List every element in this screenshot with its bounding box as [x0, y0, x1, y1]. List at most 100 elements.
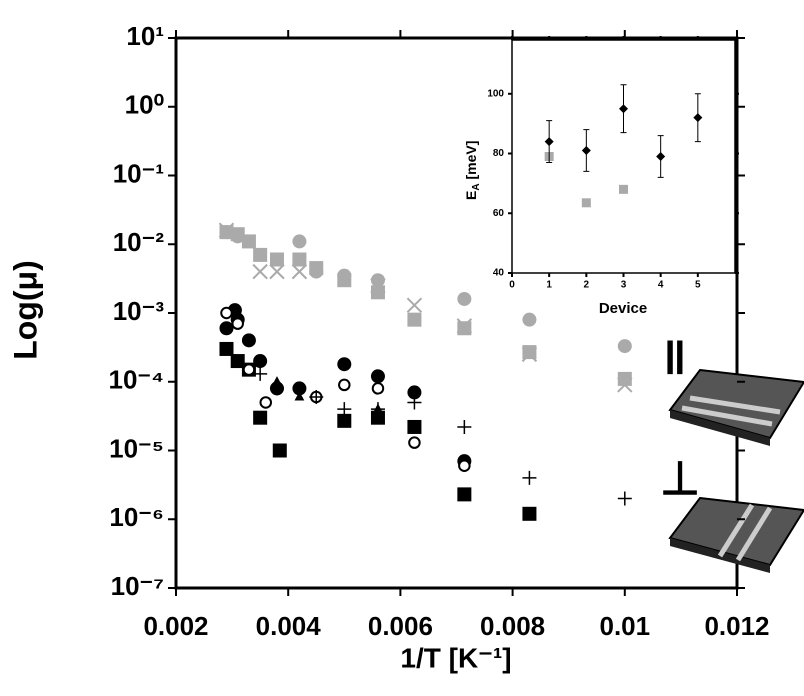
square-marker — [230, 354, 245, 369]
circle-marker — [230, 229, 245, 244]
diamond-marker — [619, 104, 628, 114]
square-marker — [370, 410, 385, 425]
x-tick-label: 2 — [584, 280, 590, 291]
parallel-label: ‖ — [664, 332, 687, 384]
circle-marker — [253, 354, 268, 369]
y-tick-label: 100 — [487, 88, 504, 99]
x-tick-label: 0 — [509, 280, 515, 291]
circle-marker — [219, 225, 234, 240]
y-tick-label: 10¹ — [126, 21, 164, 51]
inset-y-label-rest: [meV] — [463, 141, 479, 184]
y-tick-label: 80 — [493, 148, 505, 159]
plus-marker — [253, 366, 268, 381]
square-marker — [272, 443, 287, 458]
cross-marker — [521, 346, 538, 363]
square-marker — [337, 413, 352, 428]
open-circle-marker — [220, 306, 233, 320]
x-tick-label: 3 — [621, 280, 627, 291]
diamond-marker — [656, 152, 666, 161]
plus-marker — [617, 491, 632, 506]
y-tick-label: 10⁻⁶ — [109, 502, 164, 532]
circle-marker — [219, 321, 234, 336]
square-marker — [253, 247, 268, 262]
cross-marker — [456, 318, 473, 334]
square-marker — [522, 506, 537, 521]
x-tick-label: 5 — [695, 280, 701, 291]
open-circle-marker — [371, 382, 385, 395]
y-tick-label: 40 — [493, 268, 505, 279]
plot-layer: 0.002 0.004 0.006 0.008 0.01 0.012 10⁻⁷ 10⁻⁶ 10⁻… — [108, 21, 769, 641]
y-tick-label: 10⁰ — [125, 90, 164, 120]
plus-marker — [337, 402, 352, 417]
device-icon-perpendicular — [668, 496, 804, 573]
square-marker — [457, 487, 472, 502]
plot-layer: 0 1 2 3 4 5 40 60 80 100 — [487, 36, 739, 291]
plus-marker — [522, 470, 537, 485]
diamond-marker — [544, 137, 554, 147]
circle-marker — [292, 234, 307, 249]
square-marker — [522, 345, 537, 360]
y-tick-label: 10⁻¹ — [113, 158, 164, 188]
square-marker — [581, 198, 591, 208]
square-marker — [253, 410, 268, 425]
x-tick-label: 4 — [658, 280, 664, 291]
plus-marker — [407, 395, 422, 410]
circle-marker — [522, 312, 537, 327]
circle-marker — [370, 273, 385, 288]
cross-marker — [291, 263, 308, 280]
square-marker — [619, 184, 628, 194]
open-circle-marker — [242, 363, 256, 376]
square-marker — [241, 234, 256, 249]
square-marker — [269, 252, 284, 267]
circle-marker — [370, 369, 385, 384]
x-tick-label: 0.006 — [368, 611, 433, 641]
circle-marker — [457, 291, 472, 306]
square-marker — [292, 252, 307, 267]
plus-marker — [309, 390, 324, 405]
y-tick-label: 10⁻² — [113, 227, 165, 257]
cross-marker — [406, 297, 423, 313]
diamond-marker — [693, 113, 703, 123]
y-tick-label: 10⁻⁵ — [109, 433, 164, 463]
square-marker — [407, 419, 422, 434]
inset-y-label-main: E — [463, 191, 479, 200]
circle-marker — [292, 381, 307, 396]
open-circle-marker — [408, 436, 421, 449]
x-tick-label: 0.004 — [256, 611, 322, 641]
perpendicular-label: ⊥ — [660, 452, 700, 504]
circle-marker — [309, 264, 324, 279]
y-tick-label: 10⁻³ — [113, 296, 165, 326]
x-tick-label: 0.008 — [480, 611, 545, 641]
circle-marker — [337, 357, 352, 372]
square-marker — [457, 321, 472, 336]
circle-marker — [241, 333, 256, 348]
open-circle-marker — [231, 317, 244, 330]
triangle-marker — [294, 391, 305, 401]
triangle-marker — [272, 376, 282, 386]
cross-marker — [269, 263, 285, 280]
y-tick-label: 10⁻⁷ — [111, 571, 164, 601]
x-tick-label: 0.012 — [704, 611, 769, 641]
circle-marker — [617, 339, 632, 354]
plus-marker — [457, 419, 472, 434]
y-axis-label: Log(μ) — [7, 260, 43, 360]
y-tick-label: 10⁻⁴ — [108, 365, 164, 395]
square-marker — [407, 312, 422, 327]
inset-x-label: Device — [599, 300, 647, 317]
circle-marker — [337, 268, 352, 283]
cross-marker — [252, 263, 268, 280]
x-axis-label: 1/T [K⁻¹] — [400, 642, 511, 673]
open-circle-marker — [338, 378, 351, 392]
square-marker — [219, 341, 234, 356]
circle-marker — [407, 385, 422, 400]
cross-marker — [617, 377, 633, 393]
plus-marker — [370, 402, 385, 417]
device-icon-parallel — [668, 368, 804, 446]
square-marker — [370, 285, 385, 300]
inset-y-label: EA [meV] — [463, 141, 482, 200]
inset-y-label-sub: A — [471, 183, 482, 190]
plus-marker — [269, 381, 284, 396]
x-tick-label: 1 — [546, 280, 552, 291]
y-tick-label: 60 — [493, 208, 505, 219]
